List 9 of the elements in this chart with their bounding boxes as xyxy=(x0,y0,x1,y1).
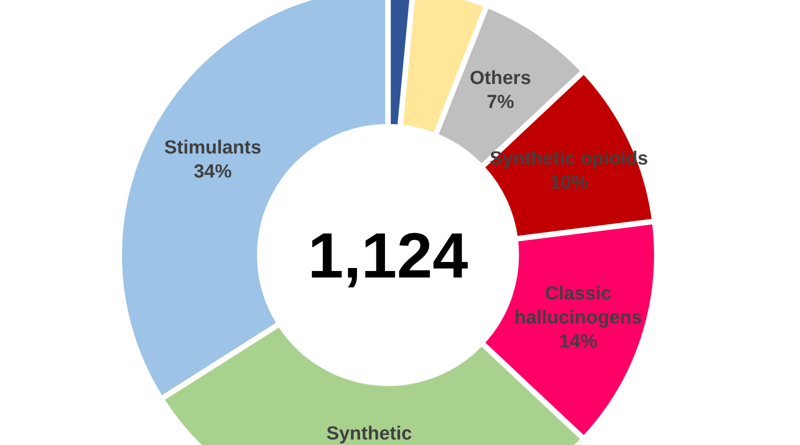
text: 1,124 xyxy=(308,219,468,292)
data-label: 14% xyxy=(559,331,598,352)
data-label: 7% xyxy=(486,92,514,114)
data-label: 10% xyxy=(550,172,588,194)
slice-label: Stimulants xyxy=(164,137,262,158)
slice-label: Synthetic xyxy=(326,424,412,445)
slice-label: Others xyxy=(470,68,532,90)
slice-label: Classic hallucinogens xyxy=(514,283,642,328)
data-label: 34% xyxy=(194,161,232,182)
